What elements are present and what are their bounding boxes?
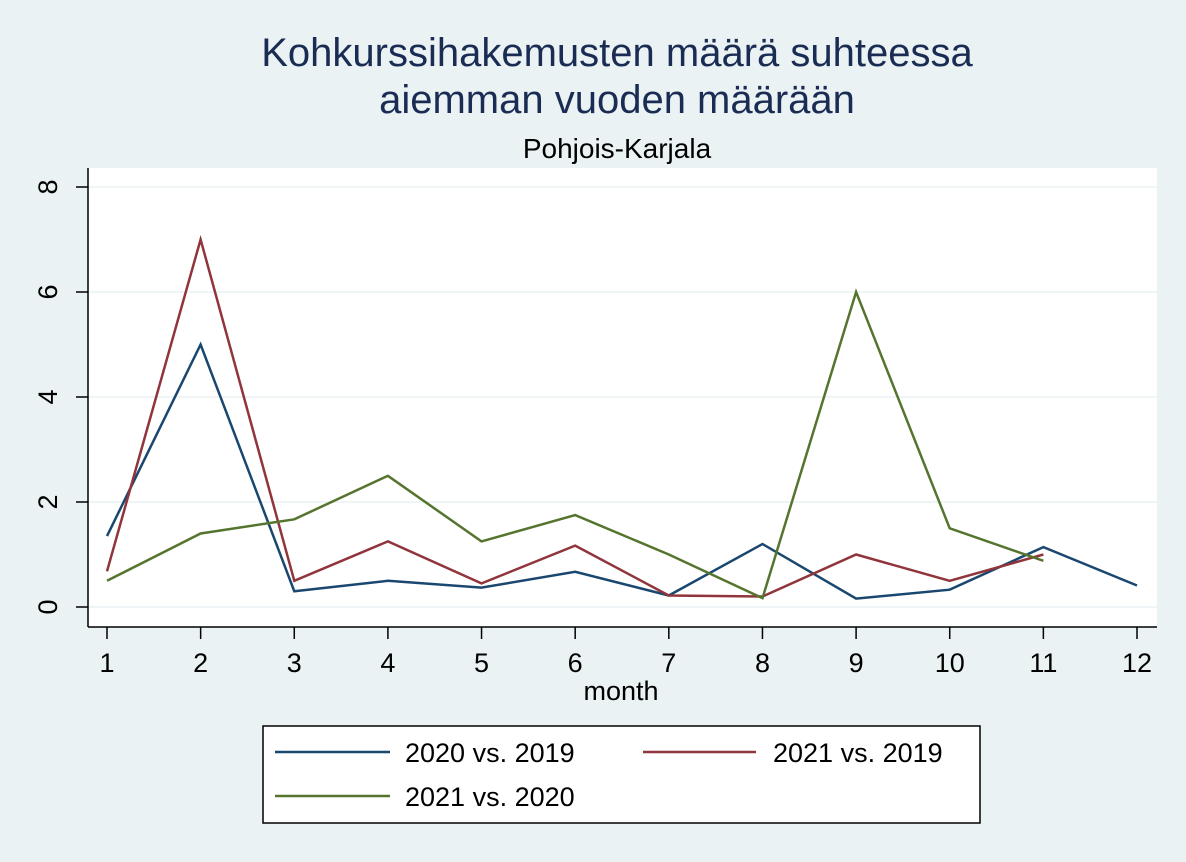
x-axis-label: month <box>583 676 658 706</box>
x-tick-label-2: 3 <box>287 648 302 678</box>
y-tick-label-4: 8 <box>33 179 63 194</box>
y-tick-label-1: 2 <box>33 494 63 509</box>
x-tick-label-9: 10 <box>935 648 965 678</box>
x-tick-label-10: 11 <box>1029 648 1057 678</box>
legend: 2020 vs. 2019 2021 vs. 2019 2021 vs. 2020 <box>262 725 981 824</box>
chart-subtitle: Pohjois-Karjala <box>523 133 712 164</box>
legend-box <box>262 725 981 824</box>
y-tick-label-0: 0 <box>33 599 63 614</box>
series-lines <box>105 234 1138 600</box>
y-tick-label-2: 4 <box>33 389 63 404</box>
series-line-1 <box>105 234 1044 598</box>
x-tick-label-3: 4 <box>380 648 395 678</box>
x-tick-label-4: 5 <box>474 648 489 678</box>
x-tick-label-5: 6 <box>568 648 583 678</box>
x-tick-label-0: 1 <box>99 648 114 678</box>
grid-lines <box>88 186 1157 608</box>
y-tick-label-3: 6 <box>33 284 63 299</box>
x-tick-label-8: 9 <box>849 648 864 678</box>
series-line-2 <box>106 288 1044 600</box>
chart-title-line-2: aiemman vuoden määrään <box>379 78 855 122</box>
series-line-0 <box>105 341 1138 600</box>
x-tick-label-7: 8 <box>755 648 770 678</box>
legend-label-0: 2020 vs. 2019 <box>405 738 575 768</box>
x-tick-label-6: 7 <box>661 648 676 678</box>
x-axis: 1 2 3 4 5 6 7 8 9 10 11 12 <box>88 626 1157 678</box>
y-axis: 0 2 4 6 8 <box>33 168 89 627</box>
x-tick-label-1: 2 <box>193 648 208 678</box>
legend-label-2: 2021 vs. 2020 <box>405 782 575 812</box>
legend-label-1: 2021 vs. 2019 <box>773 738 943 768</box>
x-tick-label-11: 12 <box>1122 648 1152 678</box>
chart-title-line-1: Kohkurssihakemusten määrä suhteessa <box>261 31 973 75</box>
